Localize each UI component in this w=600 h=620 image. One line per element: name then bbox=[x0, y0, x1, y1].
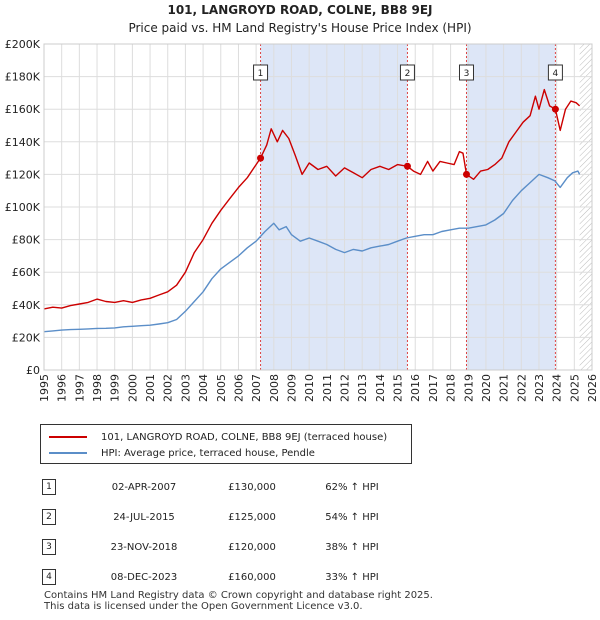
x-tick-label: 2007 bbox=[250, 374, 263, 402]
y-tick-label: £20K bbox=[12, 331, 41, 344]
sale-price: £160,000 bbox=[228, 571, 276, 583]
sale-price: £130,000 bbox=[228, 481, 276, 493]
x-tick-label: 2016 bbox=[409, 374, 422, 402]
x-tick-label: 2019 bbox=[462, 374, 475, 402]
sale-label-number: 2 bbox=[405, 69, 411, 79]
x-tick-label: 2002 bbox=[162, 374, 175, 402]
sale-number-badge: 1 bbox=[42, 479, 56, 495]
sale-label-box bbox=[458, 64, 474, 81]
sale-label-number: 3 bbox=[464, 69, 470, 79]
sale-hpi-diff: 62% ↑ HPI bbox=[325, 481, 379, 493]
legend: 101, LANGROYD ROAD, COLNE, BB8 9EJ (terr… bbox=[40, 424, 412, 464]
series-line-property bbox=[43, 88, 581, 310]
sale-hpi-diff: 38% ↑ HPI bbox=[325, 541, 379, 553]
y-tick-label: £0 bbox=[26, 364, 40, 377]
price-chart: 1 2 3 4 £0 £20K £40K £60K £80K £100K £120K £140K £1… bbox=[5, 38, 599, 402]
x-tick-label: 2009 bbox=[285, 374, 298, 402]
legend-swatch-hpi bbox=[49, 452, 87, 454]
x-tick-label: 2003 bbox=[179, 374, 192, 402]
legend-label-hpi: HPI: Average price, terraced house, Pend… bbox=[101, 447, 315, 459]
table-row: 1 02-APR-2007 £130,000 62% ↑ HPI bbox=[42, 472, 402, 502]
x-tick-label: 2024 bbox=[551, 374, 564, 402]
y-tick-label: £180K bbox=[5, 71, 41, 84]
x-tick-label: 1997 bbox=[73, 374, 86, 402]
table-row: 4 08-DEC-2023 £160,000 33% ↑ HPI bbox=[42, 562, 402, 592]
sale-price: £125,000 bbox=[228, 511, 276, 523]
sale-number-badge: 4 bbox=[42, 569, 56, 585]
x-tick-label: 2022 bbox=[515, 374, 528, 402]
series-line-hpi bbox=[43, 170, 581, 333]
chart-title: 101, LANGROYD ROAD, COLNE, BB8 9EJ bbox=[167, 3, 433, 17]
footer-attribution: Contains HM Land Registry data © Crown c… bbox=[44, 590, 433, 612]
sale-label-box bbox=[253, 64, 269, 81]
legend-item-property: 101, LANGROYD ROAD, COLNE, BB8 9EJ (terr… bbox=[49, 430, 387, 444]
sale-date: 02-APR-2007 bbox=[111, 481, 177, 493]
x-tick-label: 2013 bbox=[356, 374, 369, 402]
y-tick-label: £100K bbox=[5, 201, 41, 214]
sale-date: 24-JUL-2015 bbox=[113, 511, 175, 523]
sale-label-box bbox=[399, 64, 415, 81]
sale-price: £120,000 bbox=[228, 541, 276, 553]
x-tick-label: 2004 bbox=[197, 374, 210, 402]
x-tick-label: 2021 bbox=[498, 374, 511, 402]
sale-hpi-diff: 54% ↑ HPI bbox=[325, 511, 379, 523]
legend-item-hpi: HPI: Average price, terraced house, Pend… bbox=[49, 446, 315, 460]
chart-subtitle: Price paid vs. HM Land Registry's House … bbox=[128, 21, 472, 35]
x-tick-label: 1999 bbox=[109, 374, 122, 402]
y-tick-label: £80K bbox=[12, 234, 41, 247]
sale-label-box bbox=[547, 64, 563, 81]
legend-swatch-property bbox=[49, 436, 87, 438]
plot-frame bbox=[43, 43, 593, 371]
sale-number-badge: 2 bbox=[42, 509, 56, 525]
y-tick-label: £120K bbox=[5, 168, 41, 181]
x-tick-label: 2008 bbox=[268, 374, 281, 402]
table-row: 3 23-NOV-2018 £120,000 38% ↑ HPI bbox=[42, 532, 402, 562]
footer-line-copyright: Contains HM Land Registry data © Crown c… bbox=[44, 590, 433, 601]
sale-point bbox=[257, 154, 265, 162]
sale-label-number: 1 bbox=[258, 69, 264, 79]
footer-line-licence: This data is licensed under the Open Gov… bbox=[44, 601, 363, 612]
y-tick-label: £200K bbox=[5, 38, 41, 51]
x-tick-label: 2025 bbox=[568, 374, 581, 402]
x-tick-label: 1998 bbox=[91, 374, 104, 402]
y-tick-label: £40K bbox=[12, 299, 41, 312]
x-tick-label: 2014 bbox=[374, 374, 387, 402]
x-tick-label: 2000 bbox=[126, 374, 139, 402]
table-row: 2 24-JUL-2015 £125,000 54% ↑ HPI bbox=[42, 502, 402, 532]
sale-label-number: 4 bbox=[553, 69, 559, 79]
x-tick-label: 2026 bbox=[586, 374, 599, 402]
x-tick-label: 1996 bbox=[56, 374, 69, 402]
sale-date: 08-DEC-2023 bbox=[110, 571, 178, 583]
x-tick-label: 2023 bbox=[533, 374, 546, 402]
x-tick-label: 2018 bbox=[445, 374, 458, 402]
sales-table: 1 02-APR-2007 £130,000 62% ↑ HPI 2 24-JU… bbox=[42, 472, 402, 592]
x-tick-label: 2012 bbox=[339, 374, 352, 402]
sale-hpi-diff: 33% ↑ HPI bbox=[325, 571, 379, 583]
legend-label-property: 101, LANGROYD ROAD, COLNE, BB8 9EJ (terr… bbox=[101, 431, 388, 443]
x-tick-label: 2005 bbox=[215, 374, 228, 402]
y-tick-label: £60K bbox=[12, 266, 41, 279]
x-tick-label: 2017 bbox=[427, 374, 440, 402]
sale-point bbox=[551, 105, 559, 113]
y-tick-label: £160K bbox=[5, 103, 41, 116]
x-tick-label: 2006 bbox=[232, 374, 245, 402]
sale-number-badge: 3 bbox=[42, 539, 56, 555]
sale-date: 23-NOV-2018 bbox=[110, 541, 178, 553]
x-tick-label: 2011 bbox=[321, 374, 334, 402]
x-tick-label: 2010 bbox=[303, 374, 316, 402]
sale-point bbox=[403, 162, 411, 170]
x-tick-label: 2015 bbox=[392, 374, 405, 402]
x-tick-label: 2020 bbox=[480, 374, 493, 402]
x-tick-label: 2001 bbox=[144, 374, 157, 402]
x-tick-label: 1995 bbox=[38, 374, 51, 402]
sale-point bbox=[462, 170, 470, 178]
y-tick-label: £140K bbox=[5, 136, 41, 149]
